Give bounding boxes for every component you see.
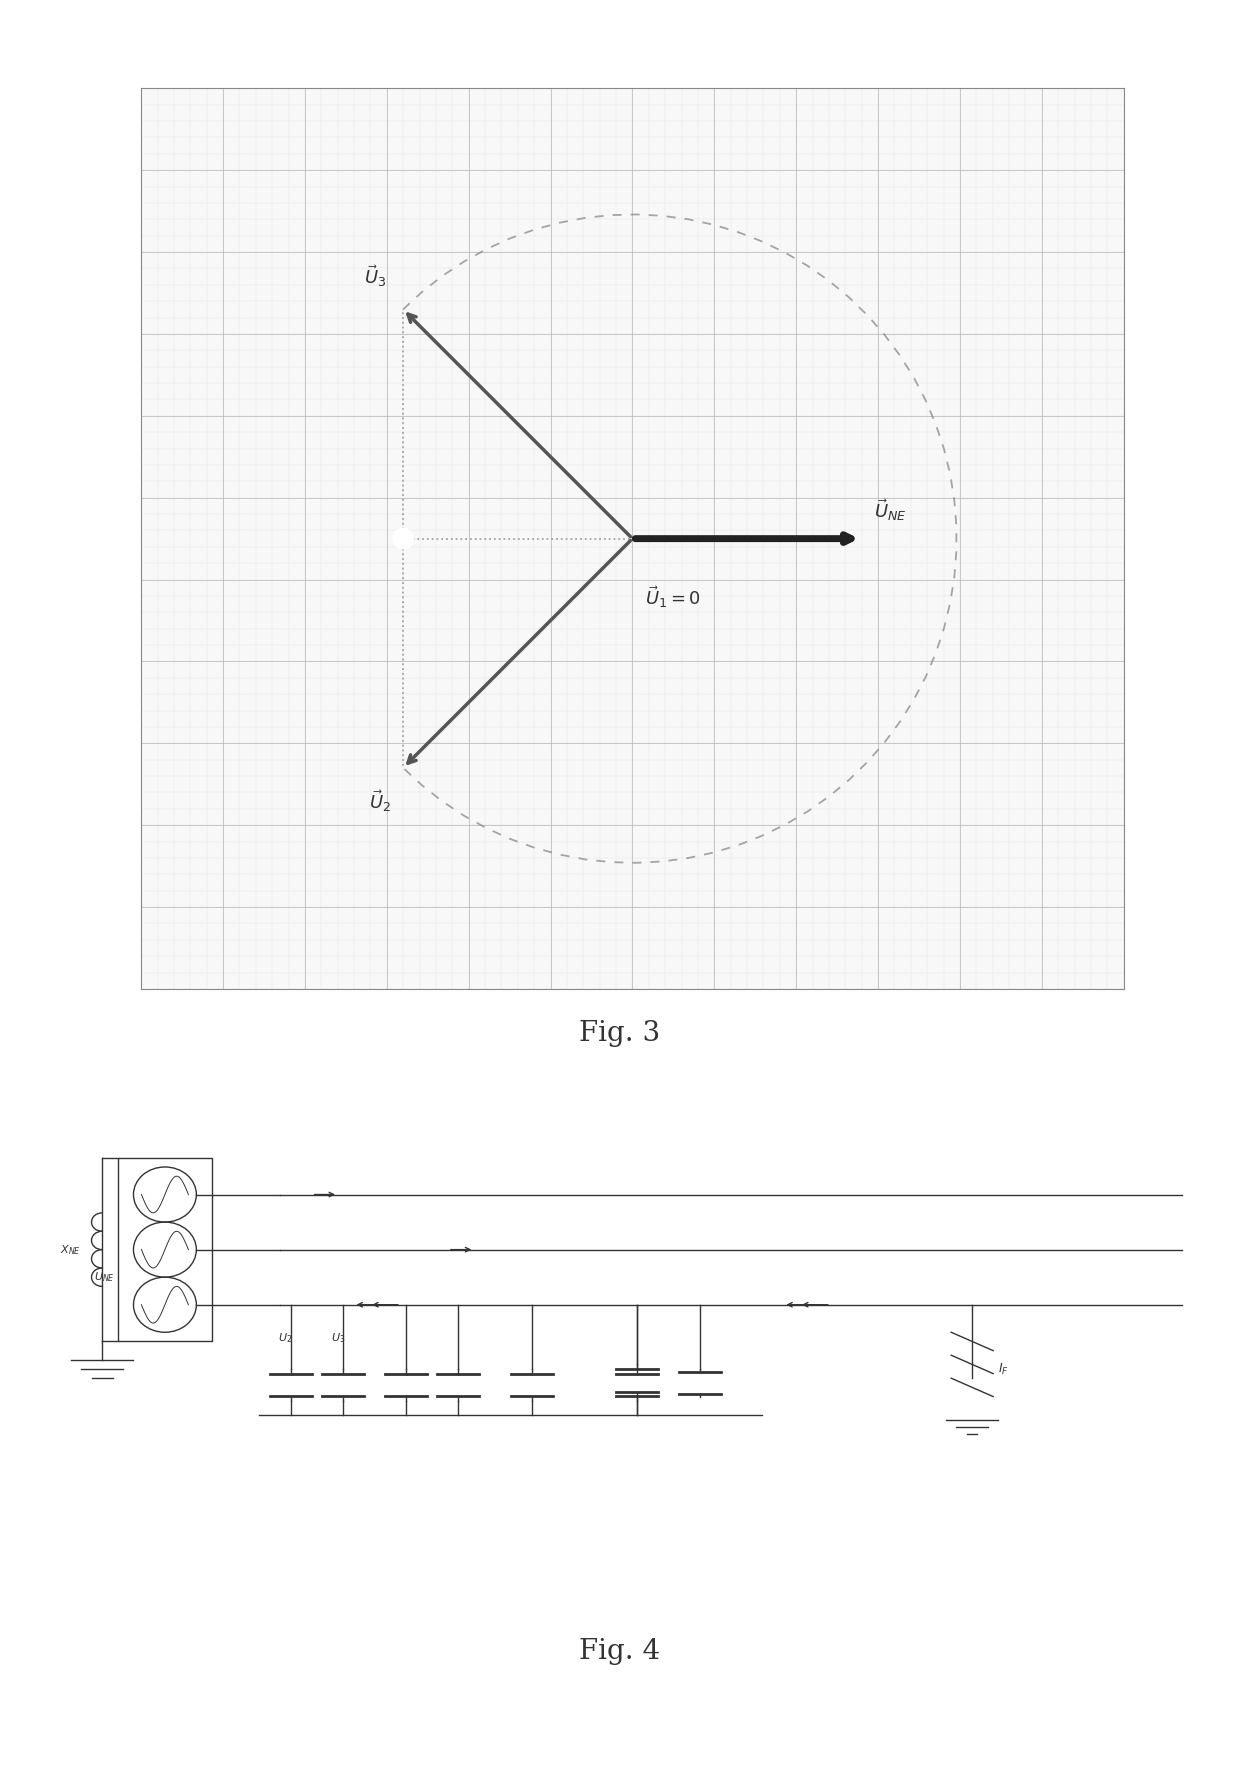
Text: $\vec{U}_{NE}$: $\vec{U}_{NE}$	[874, 496, 906, 523]
Text: $\vec{U}_2$: $\vec{U}_2$	[368, 788, 391, 814]
Text: $U_3$: $U_3$	[331, 1332, 345, 1346]
Bar	[118, 1158, 212, 1342]
Circle shape	[393, 528, 413, 549]
Text: $U_{NE}$: $U_{NE}$	[94, 1270, 114, 1284]
Text: $X_{NE}$: $X_{NE}$	[61, 1243, 81, 1257]
Text: $U_2$: $U_2$	[278, 1332, 293, 1346]
Text: Fig. 4: Fig. 4	[579, 1637, 661, 1665]
Text: $\vec{U}_1=0$: $\vec{U}_1=0$	[645, 583, 701, 609]
Text: $I_F$: $I_F$	[998, 1362, 1009, 1376]
Text: Fig. 3: Fig. 3	[579, 1019, 661, 1047]
Text: $\vec{U}_3$: $\vec{U}_3$	[365, 263, 387, 290]
